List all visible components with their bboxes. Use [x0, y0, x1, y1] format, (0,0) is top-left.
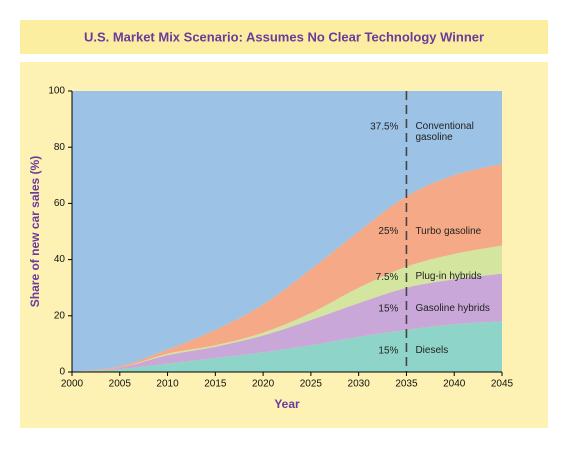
y-tick-label: 20: [54, 310, 66, 321]
y-tick-label: 100: [48, 86, 65, 97]
series-label: Conventional gasoline: [415, 120, 474, 143]
y-tick-label: 40: [54, 254, 66, 265]
chart-title: U.S. Market Mix Scenario: Assumes No Cle…: [84, 29, 484, 44]
share-label: 7.5%: [376, 272, 399, 283]
series-label-box: Gasoline hybrids: [415, 302, 490, 314]
x-tick-label: 2025: [300, 379, 323, 390]
y-tick-label: 80: [54, 142, 66, 153]
share-label: 15%: [378, 303, 398, 314]
x-tick-label: 2010: [156, 379, 179, 390]
share-label: 15%: [378, 346, 398, 357]
y-axis-title: Share of new car sales (%): [28, 156, 42, 307]
share-label: 25%: [378, 226, 398, 237]
y-tick-label: 60: [54, 198, 66, 209]
area: [72, 91, 502, 372]
series-label-box: Turbo gasoline: [415, 225, 482, 237]
series-label-box: Conventional gasoline: [415, 120, 474, 143]
x-tick-label: 2035: [395, 379, 418, 390]
title-box: [20, 20, 548, 54]
x-tick-label: 2020: [252, 379, 275, 390]
series-label: Diesels: [415, 344, 449, 356]
series-label: Gasoline hybrids: [415, 302, 490, 314]
share-label: 37.5%: [370, 121, 398, 132]
x-tick-label: 2045: [491, 379, 514, 390]
area: [72, 245, 502, 372]
series-label: Plug-in hybrids: [415, 271, 482, 283]
x-tick-label: 2015: [204, 379, 227, 390]
x-axis-title: Year: [274, 397, 300, 411]
series-label-box: Plug-in hybrids: [415, 271, 482, 283]
x-tick-label: 2040: [443, 379, 466, 390]
series-label: Turbo gasoline: [415, 225, 482, 237]
area: [72, 164, 502, 372]
y-tick-label: 0: [59, 367, 65, 378]
x-tick-label: 2030: [348, 379, 371, 390]
area: [72, 273, 502, 372]
area: [72, 321, 502, 372]
x-tick-label: 2000: [61, 379, 84, 390]
series-label-box: Diesels: [415, 344, 449, 356]
x-tick-label: 2005: [109, 379, 132, 390]
